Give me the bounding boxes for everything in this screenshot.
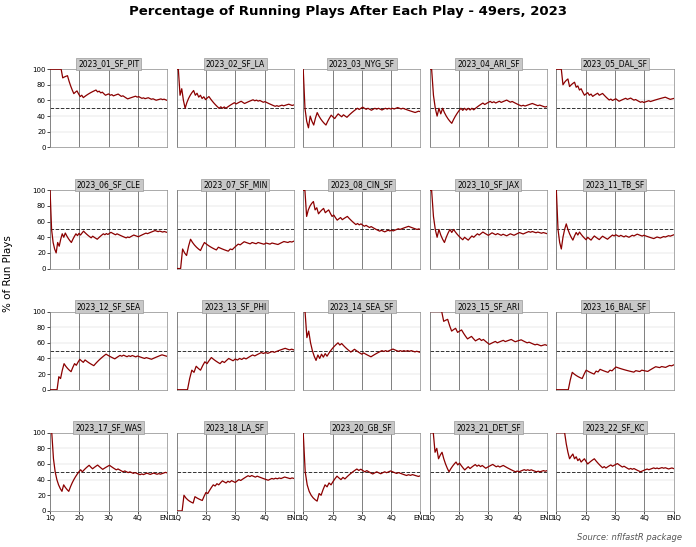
Title: 2023_20_GB_SF: 2023_20_GB_SF (331, 423, 392, 432)
Title: 2023_05_DAL_SF: 2023_05_DAL_SF (583, 60, 647, 68)
Text: Source: nflfastR package: Source: nflfastR package (577, 533, 682, 542)
Title: 2023_13_SF_PHI: 2023_13_SF_PHI (204, 302, 267, 311)
Text: % of Run Plays: % of Run Plays (3, 235, 13, 312)
Title: 2023_17_SF_WAS: 2023_17_SF_WAS (75, 423, 142, 432)
Title: 2023_15_SF_ARI: 2023_15_SF_ARI (457, 302, 520, 311)
Title: 2023_02_SF_LA: 2023_02_SF_LA (205, 60, 265, 68)
Title: 2023_12_SF_SEA: 2023_12_SF_SEA (77, 302, 141, 311)
Title: 2023_01_SF_PIT: 2023_01_SF_PIT (78, 60, 139, 68)
Title: 2023_03_NYG_SF: 2023_03_NYG_SF (329, 60, 395, 68)
Text: Percentage of Running Plays After Each Play - 49ers, 2023: Percentage of Running Plays After Each P… (129, 5, 567, 19)
Title: 2023_21_DET_SF: 2023_21_DET_SF (456, 423, 521, 432)
Title: 2023_14_SEA_SF: 2023_14_SEA_SF (330, 302, 394, 311)
Title: 2023_22_SF_KC: 2023_22_SF_KC (585, 423, 644, 432)
Title: 2023_06_SF_CLE: 2023_06_SF_CLE (77, 181, 141, 190)
Title: 2023_07_SF_MIN: 2023_07_SF_MIN (203, 181, 267, 190)
Title: 2023_04_ARI_SF: 2023_04_ARI_SF (457, 60, 520, 68)
Title: 2023_11_TB_SF: 2023_11_TB_SF (585, 181, 644, 190)
Title: 2023_18_LA_SF: 2023_18_LA_SF (206, 423, 264, 432)
Title: 2023_10_SF_JAX: 2023_10_SF_JAX (457, 181, 519, 190)
Title: 2023_08_CIN_SF: 2023_08_CIN_SF (331, 181, 393, 190)
Title: 2023_16_BAL_SF: 2023_16_BAL_SF (583, 302, 647, 311)
